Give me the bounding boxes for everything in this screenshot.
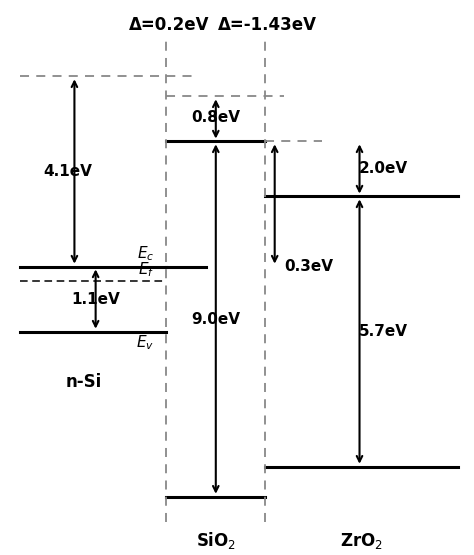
- Text: 2.0eV: 2.0eV: [358, 162, 408, 176]
- Text: 0.3eV: 0.3eV: [284, 259, 333, 274]
- Text: 5.7eV: 5.7eV: [358, 324, 408, 339]
- Text: Δ=-1.43eV: Δ=-1.43eV: [218, 17, 317, 34]
- Text: 1.1eV: 1.1eV: [71, 291, 120, 306]
- Text: n-Si: n-Si: [66, 372, 102, 391]
- Text: $E_f$: $E_f$: [138, 260, 155, 279]
- Text: Δ=0.2eV: Δ=0.2eV: [128, 17, 209, 34]
- Text: $E_c$: $E_c$: [137, 244, 155, 263]
- Text: 9.0eV: 9.0eV: [191, 311, 240, 326]
- Text: $E_v$: $E_v$: [137, 334, 155, 352]
- Text: 4.1eV: 4.1eV: [43, 164, 92, 179]
- Text: 0.8eV: 0.8eV: [191, 110, 240, 125]
- Text: ZrO$_2$: ZrO$_2$: [340, 531, 383, 551]
- Text: SiO$_2$: SiO$_2$: [196, 530, 236, 551]
